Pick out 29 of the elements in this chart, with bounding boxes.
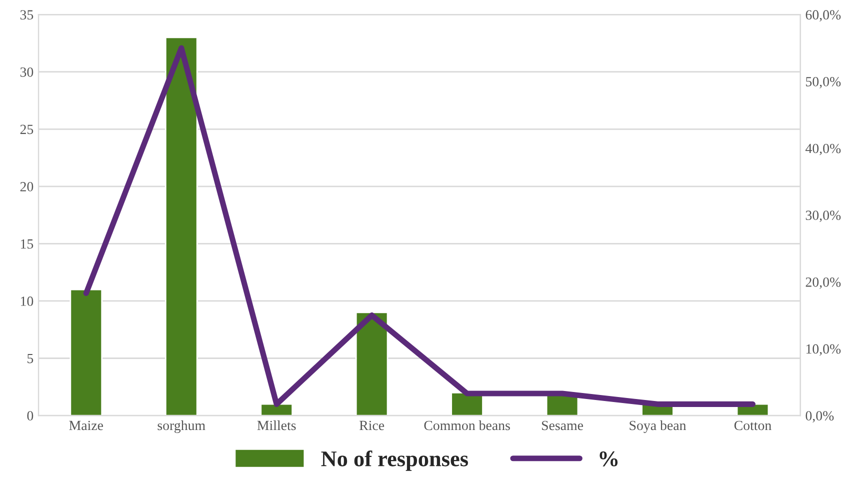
y-tick-label: 0 (27, 411, 34, 420)
y2-tick-label: 50,0% (806, 76, 841, 88)
y2-tick-label: 0,0% (806, 411, 834, 422)
y-tick-label: 5 (28, 354, 34, 364)
y-tick-label: 25 (20, 124, 34, 134)
x-tick-label: sorghum (158, 420, 206, 434)
y2-tick-label: 30,0% (806, 210, 841, 222)
legend-label: % (600, 451, 618, 466)
x-tick-label: Common beans (424, 420, 510, 430)
y2-tick-label: 20,0% (806, 277, 841, 289)
bar (70, 288, 103, 416)
y2-tick-label: 40,0% (805, 144, 841, 156)
y-tick-label: 15 (20, 239, 34, 249)
x-tick-label: Soya bean (630, 420, 686, 434)
bar (164, 36, 198, 416)
y-tick-label: 20 (20, 182, 34, 192)
legend-label: No of responses (321, 450, 468, 471)
x-tick-label: Millets (257, 420, 296, 430)
bar (355, 312, 388, 416)
x-tick-label: Sesame (542, 420, 584, 430)
y-tick-label: 35 (20, 10, 34, 20)
x-tick-label: Cotton (734, 420, 772, 430)
bar (260, 403, 294, 416)
y2-tick-label: 60,0% (806, 10, 841, 22)
y-tick-label: 10 (20, 296, 34, 306)
x-tick-label: Rice (360, 420, 384, 430)
x-tick-label: Maize (69, 420, 104, 430)
y-tick-label: 30 (20, 67, 34, 77)
y2-tick-label: 10,0% (806, 344, 841, 356)
